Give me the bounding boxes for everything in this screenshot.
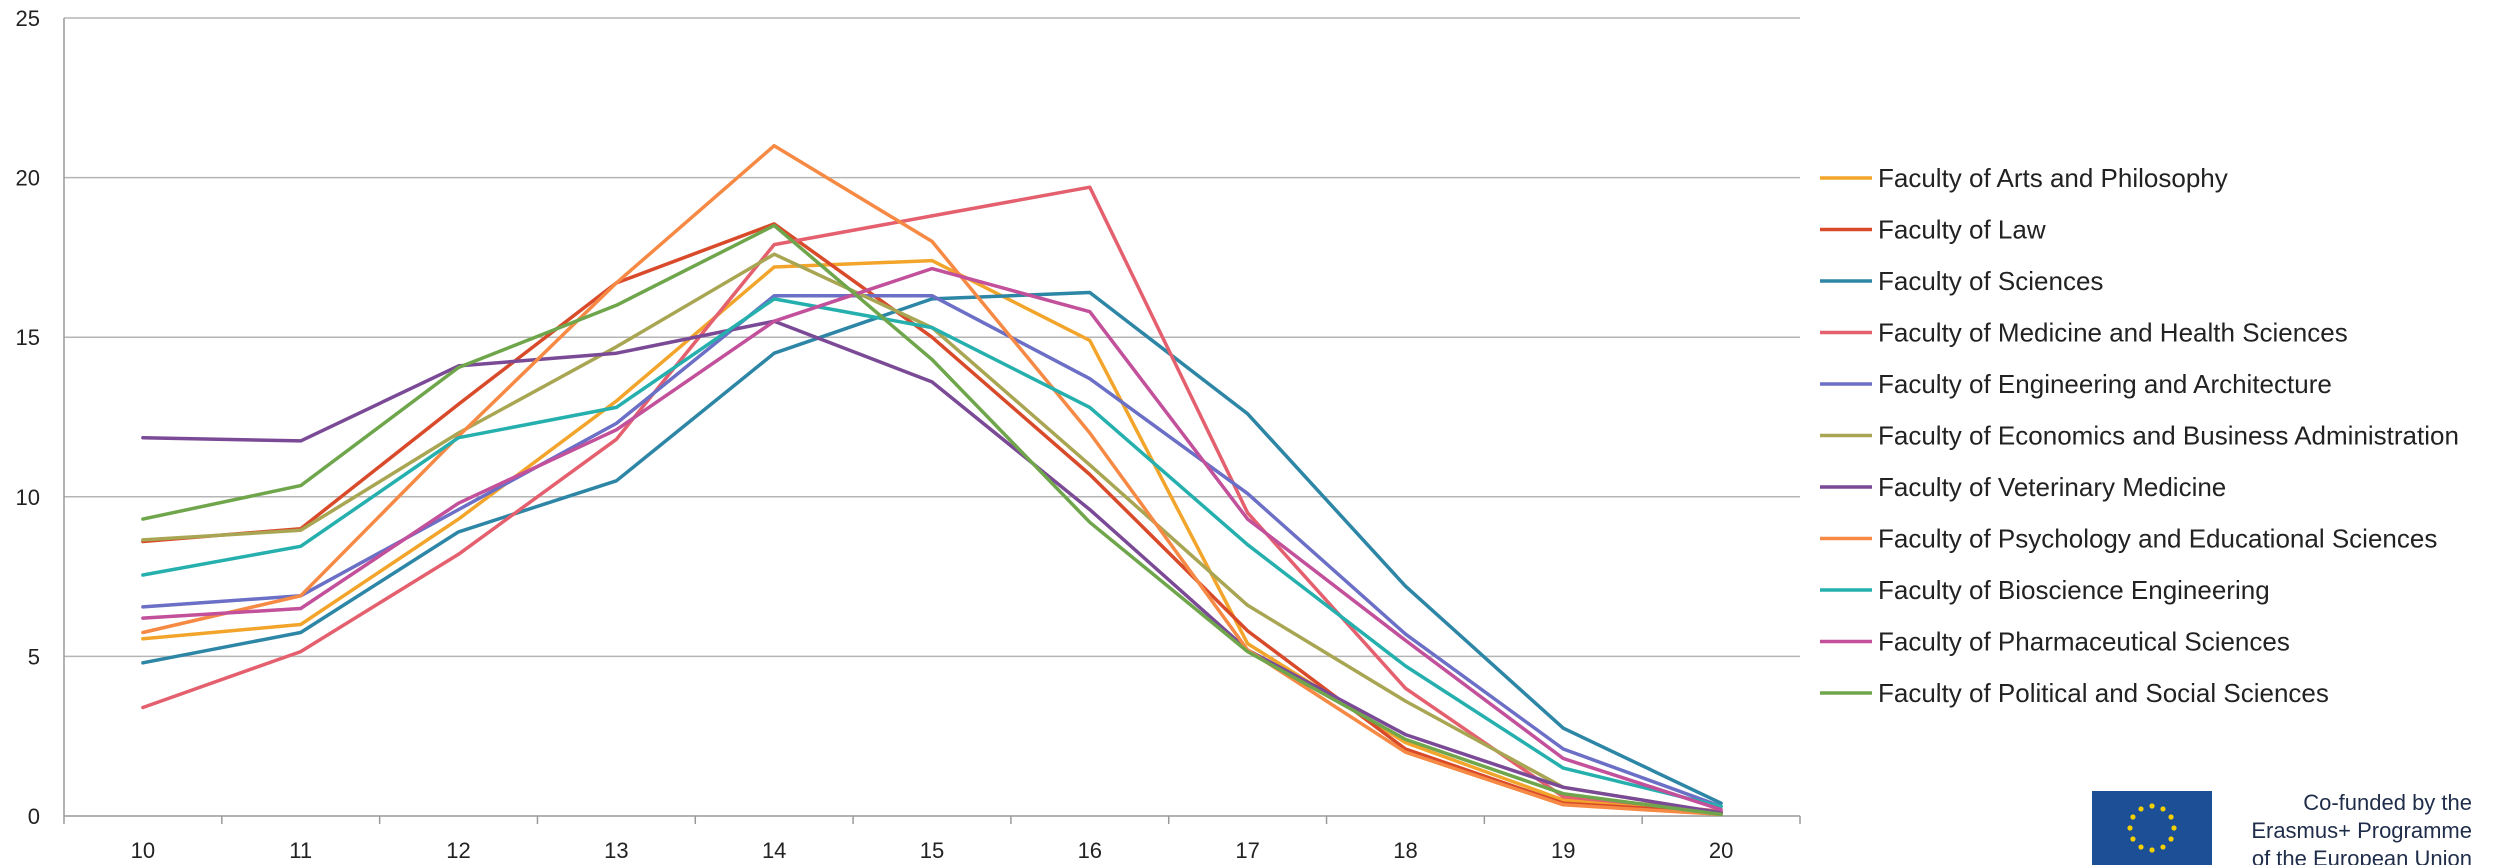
series-line-9	[141, 297, 1723, 809]
y-tick-label: 5	[28, 644, 40, 669]
logo-line-1: Co-funded by the	[2303, 790, 2472, 815]
x-tick-label: 17	[1235, 838, 1259, 863]
legend-label: Faculty of Arts and Philosophy	[1878, 163, 2228, 193]
y-tick-label: 0	[28, 804, 40, 829]
x-tick-label: 12	[446, 838, 470, 863]
series-lines	[141, 143, 1723, 817]
legend-label: Faculty of Law	[1878, 215, 2046, 245]
flag-star	[2130, 814, 2136, 820]
series-line-4	[141, 185, 1723, 813]
flag-star	[2160, 806, 2166, 812]
logo-line-3: of the European Union	[2251, 846, 2472, 865]
series-line-2	[141, 222, 1723, 815]
y-tick-label: 10	[16, 485, 40, 510]
flag-star	[2127, 825, 2133, 831]
y-tick-label: 25	[16, 6, 40, 31]
legend-label: Faculty of Psychology and Educational Sc…	[1878, 524, 2437, 554]
legend: Faculty of Arts and Philosophy Faculty of…	[1820, 163, 2459, 708]
series-line-1	[141, 258, 1723, 815]
y-tick-label: 15	[16, 325, 40, 350]
series-line-11	[141, 223, 1723, 817]
x-tick-label: 19	[1551, 838, 1575, 863]
flag-star	[2130, 836, 2136, 842]
flag-star	[2149, 847, 2155, 853]
x-tick-label: 20	[1709, 838, 1733, 863]
flag-star	[2171, 825, 2177, 831]
x-tick-label: 16	[1078, 838, 1102, 863]
y-tick-label: 20	[16, 166, 40, 191]
legend-label: Faculty of Sciences	[1878, 266, 2103, 296]
flag-star	[2160, 844, 2166, 850]
flag-star	[2138, 844, 2144, 850]
legend-label: Faculty of Bioscience Engineering	[1878, 575, 2270, 605]
flag-star	[2168, 836, 2174, 842]
legend-label: Faculty of Veterinary Medicine	[1878, 472, 2226, 502]
eu-flag-icon	[2092, 791, 2212, 865]
series-line-3	[141, 290, 1723, 805]
legend-label: Faculty of Pharmaceutical Sciences	[1878, 627, 2290, 657]
x-tick-label: 15	[920, 838, 944, 863]
x-tick-label: 11	[289, 838, 312, 863]
legend-label: Faculty of Economics and Business Admini…	[1878, 421, 2459, 451]
series-line-5	[141, 293, 1723, 809]
flag-star	[2168, 814, 2174, 820]
legend-label: Faculty of Medicine and Health Sciences	[1878, 318, 2348, 348]
logo-line-2: Erasmus+ Programme	[2251, 818, 2472, 843]
x-tick-label: 13	[604, 838, 628, 863]
legend-label: Faculty of Engineering and Architecture	[1878, 369, 2332, 399]
logo-caption: Co-funded by the Erasmus+ Programme of t…	[2222, 789, 2472, 865]
erasmus-logo: Co-funded by the Erasmus+ Programme of t…	[2092, 785, 2472, 865]
x-tick-label: 10	[131, 838, 155, 863]
flag-star	[2149, 803, 2155, 809]
series-line-10	[141, 266, 1723, 812]
axes: 0 5 10 15 20 25 10 11 12 13 14 15 16 17 18 19 20	[16, 6, 1801, 863]
flag-star	[2138, 806, 2144, 812]
series-line-7	[141, 319, 1723, 815]
legend-label: Faculty of Political and Social Sciences	[1878, 678, 2329, 708]
x-tick-label: 18	[1393, 838, 1417, 863]
x-tick-label: 14	[762, 838, 786, 863]
series-line-8	[141, 143, 1723, 817]
